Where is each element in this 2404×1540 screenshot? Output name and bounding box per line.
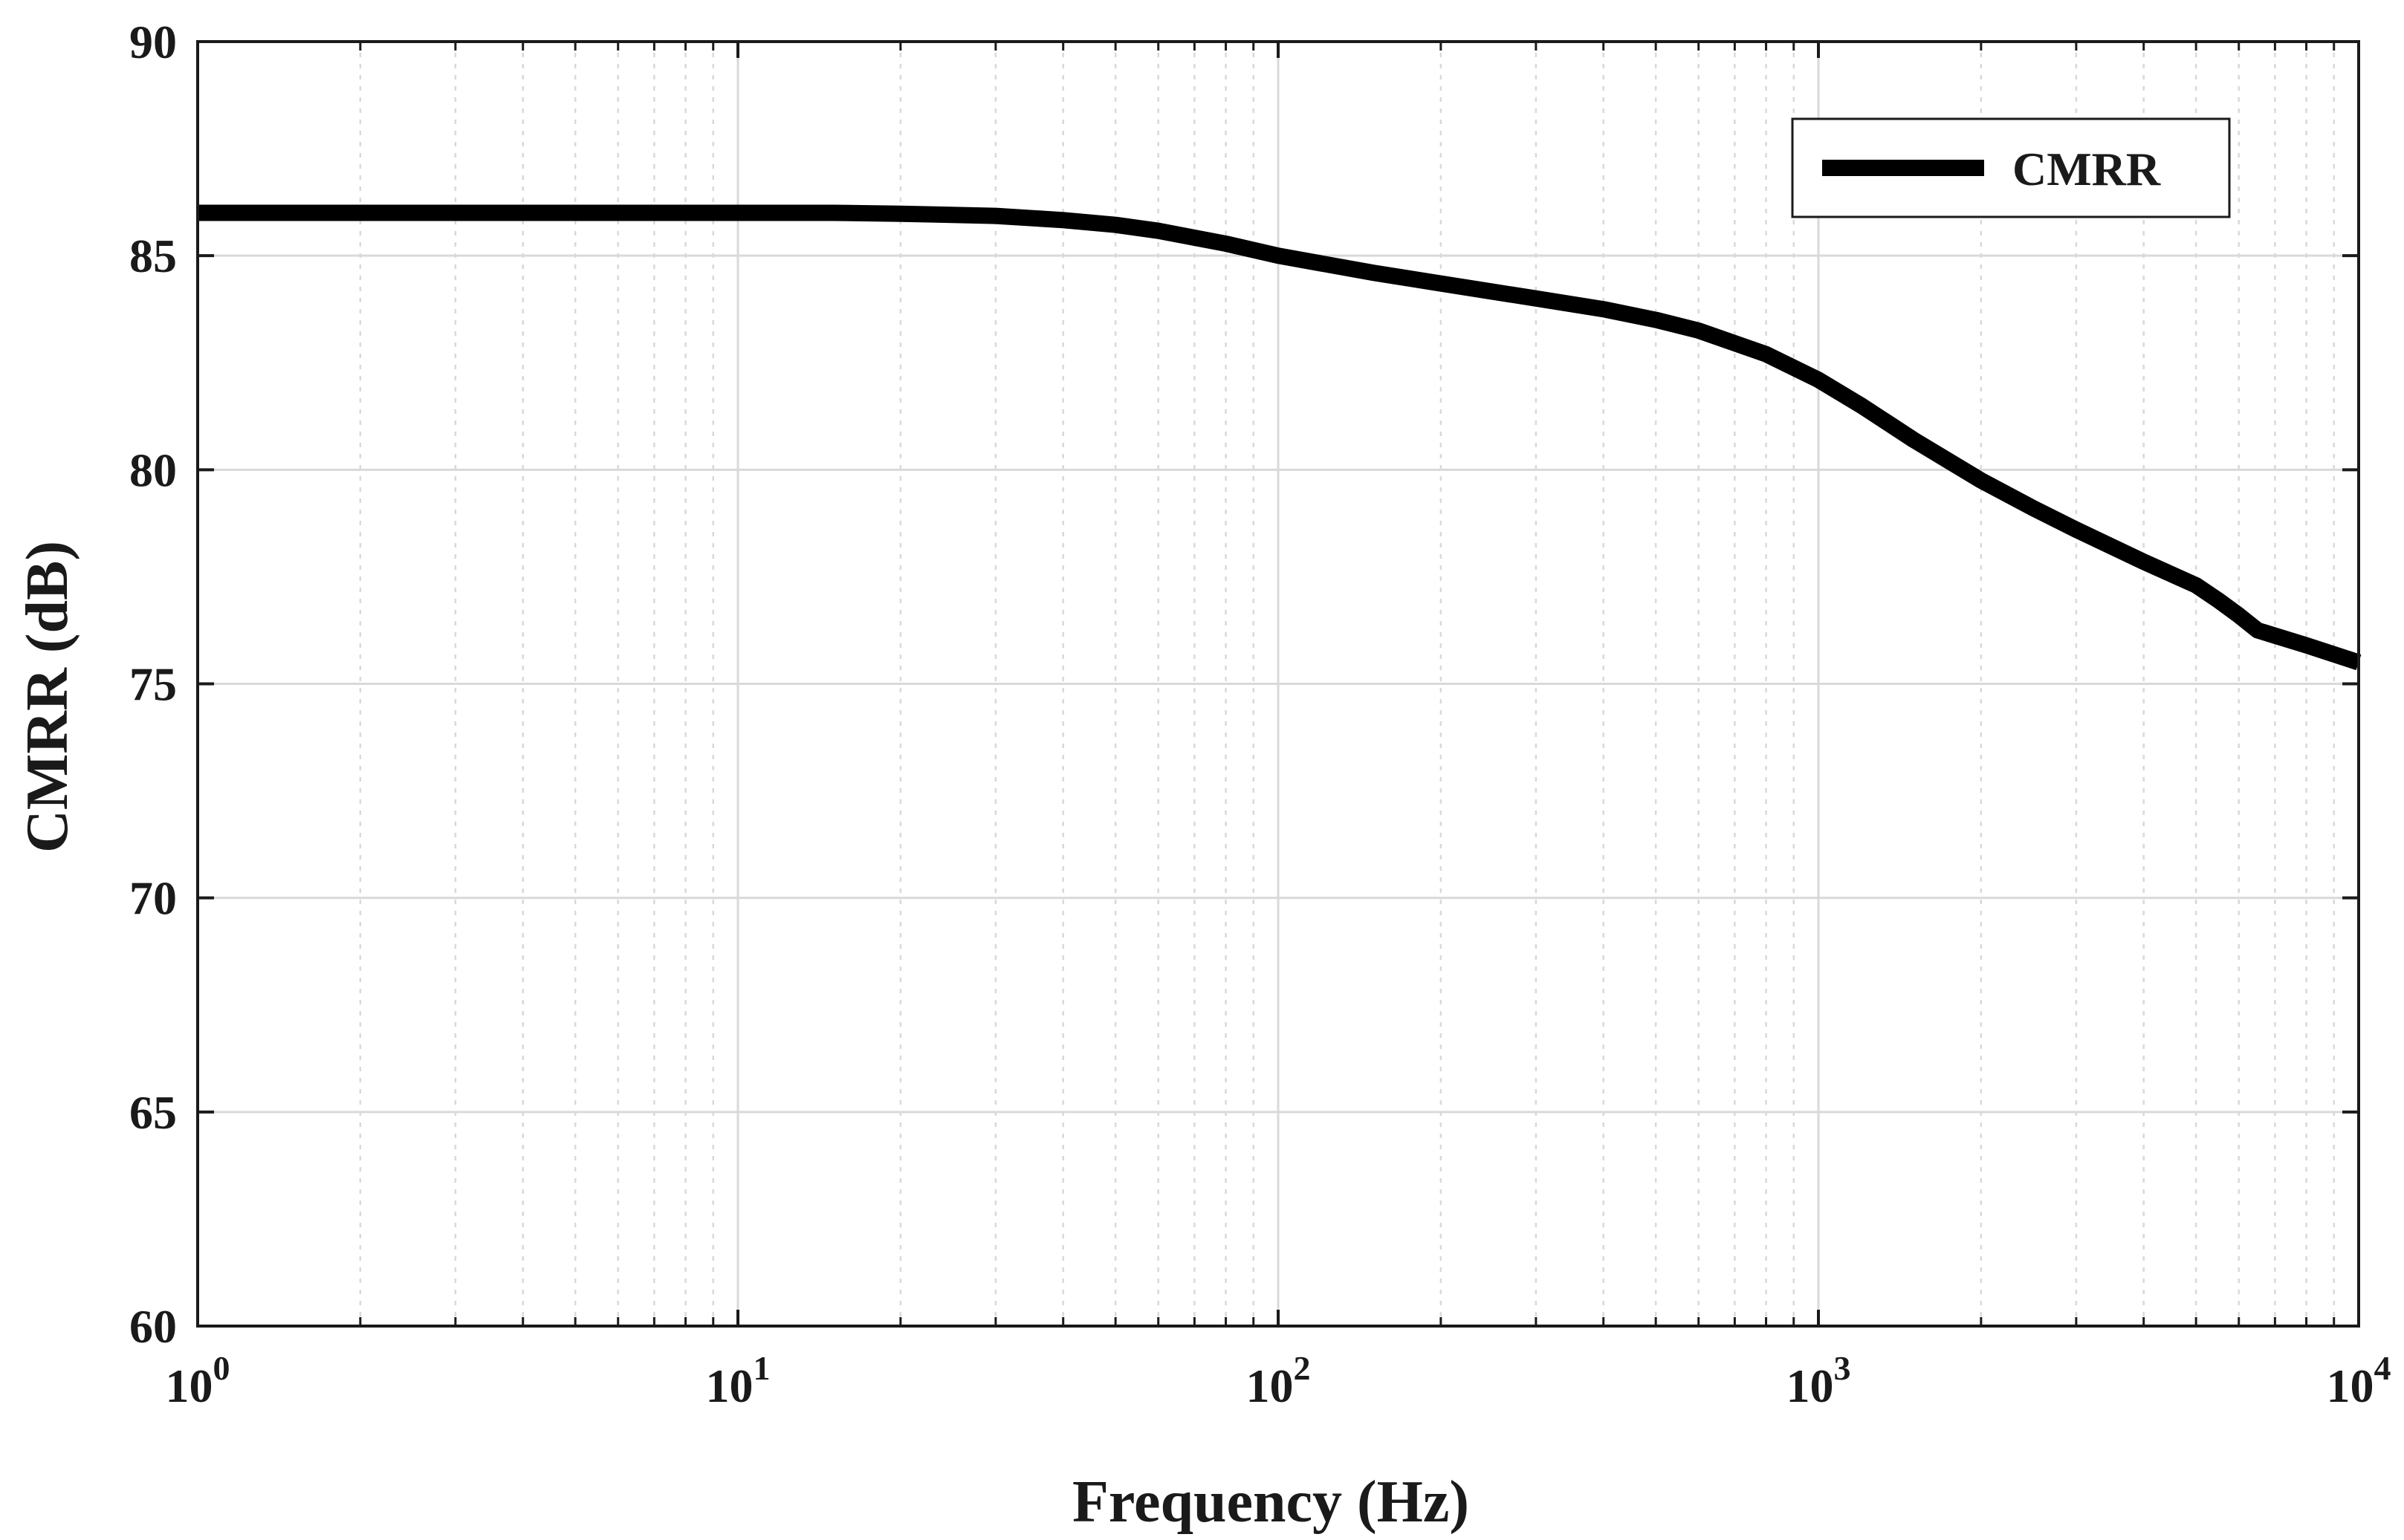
y-axis-label: CMRR (dB)	[15, 541, 80, 853]
x-tick-labels: 100 101 102 103 104	[166, 1349, 2391, 1412]
y-tick-labels: 60 65 70 75 80 85 90	[129, 16, 177, 1353]
legend-label: CMRR	[2012, 143, 2161, 195]
legend: CMRR	[1791, 117, 2231, 218]
x-axis-label: Frequency (Hz)	[1072, 1469, 1469, 1535]
y-tick-label: 60	[129, 1300, 177, 1353]
x-tick-label: 101	[706, 1349, 771, 1412]
major-grid	[198, 42, 2359, 1326]
y-tick-label: 80	[129, 444, 177, 496]
series-line-cmrr	[198, 204, 2362, 671]
tick-marks	[196, 40, 2360, 1328]
y-tick-label: 70	[129, 872, 177, 925]
legend-box	[1791, 117, 2231, 218]
y-tick-label: 65	[129, 1086, 177, 1139]
y-tick-label: 90	[129, 16, 177, 68]
y-tick-label: 75	[129, 658, 177, 711]
series-layer	[198, 204, 2362, 671]
x-tick-label: 104	[2327, 1349, 2391, 1412]
x-tick-label: 100	[166, 1349, 230, 1412]
y-tick-label: 85	[129, 230, 177, 282]
x-tick-label: 103	[1786, 1349, 1851, 1412]
x-tick-label: 102	[1246, 1349, 1311, 1412]
